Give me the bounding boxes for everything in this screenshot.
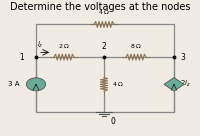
Text: 8 $\Omega$: 8 $\Omega$ bbox=[130, 42, 142, 50]
Text: Determine the voltages at the nodes: Determine the voltages at the nodes bbox=[10, 2, 190, 12]
Circle shape bbox=[26, 78, 46, 91]
Text: 0: 0 bbox=[110, 117, 115, 126]
Text: 3 A: 3 A bbox=[8, 81, 20, 87]
Text: 1: 1 bbox=[19, 53, 24, 62]
Text: 2 $\Omega$: 2 $\Omega$ bbox=[58, 42, 70, 50]
Text: 4 $\Omega$: 4 $\Omega$ bbox=[98, 8, 110, 16]
Text: 4 $\Omega$: 4 $\Omega$ bbox=[112, 80, 124, 88]
Text: 3: 3 bbox=[180, 53, 185, 62]
Text: $2i_z$: $2i_z$ bbox=[180, 79, 191, 89]
Text: $i_z$: $i_z$ bbox=[37, 40, 43, 50]
Text: 2: 2 bbox=[102, 42, 106, 51]
Polygon shape bbox=[164, 78, 184, 91]
